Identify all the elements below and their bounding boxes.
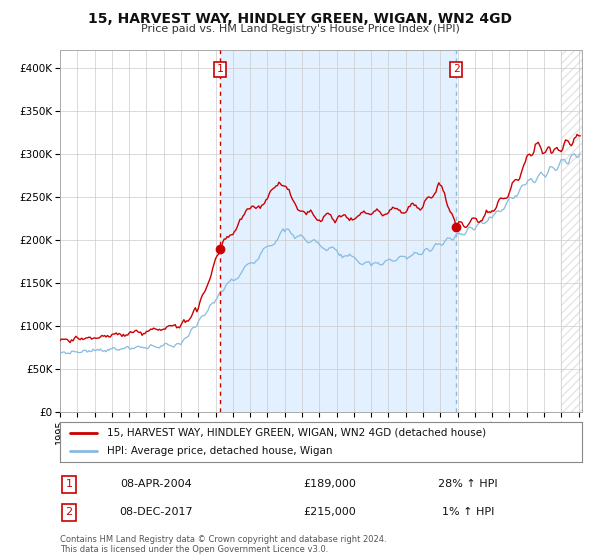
Text: 15, HARVEST WAY, HINDLEY GREEN, WIGAN, WN2 4GD: 15, HARVEST WAY, HINDLEY GREEN, WIGAN, W… <box>88 12 512 26</box>
Text: £189,000: £189,000 <box>304 479 356 489</box>
Text: 08-DEC-2017: 08-DEC-2017 <box>119 507 193 517</box>
Text: 1: 1 <box>217 64 224 74</box>
Text: Price paid vs. HM Land Registry's House Price Index (HPI): Price paid vs. HM Land Registry's House … <box>140 24 460 34</box>
Text: £215,000: £215,000 <box>304 507 356 517</box>
Text: 28% ↑ HPI: 28% ↑ HPI <box>438 479 498 489</box>
Text: 15, HARVEST WAY, HINDLEY GREEN, WIGAN, WN2 4GD (detached house): 15, HARVEST WAY, HINDLEY GREEN, WIGAN, W… <box>107 428 486 437</box>
Text: 2: 2 <box>65 507 73 517</box>
Text: 1% ↑ HPI: 1% ↑ HPI <box>442 507 494 517</box>
Text: 2: 2 <box>453 64 460 74</box>
Text: This data is licensed under the Open Government Licence v3.0.: This data is licensed under the Open Gov… <box>60 545 328 554</box>
Text: 08-APR-2004: 08-APR-2004 <box>120 479 192 489</box>
Text: HPI: Average price, detached house, Wigan: HPI: Average price, detached house, Wiga… <box>107 446 332 456</box>
Text: 1: 1 <box>65 479 73 489</box>
Text: Contains HM Land Registry data © Crown copyright and database right 2024.: Contains HM Land Registry data © Crown c… <box>60 535 386 544</box>
